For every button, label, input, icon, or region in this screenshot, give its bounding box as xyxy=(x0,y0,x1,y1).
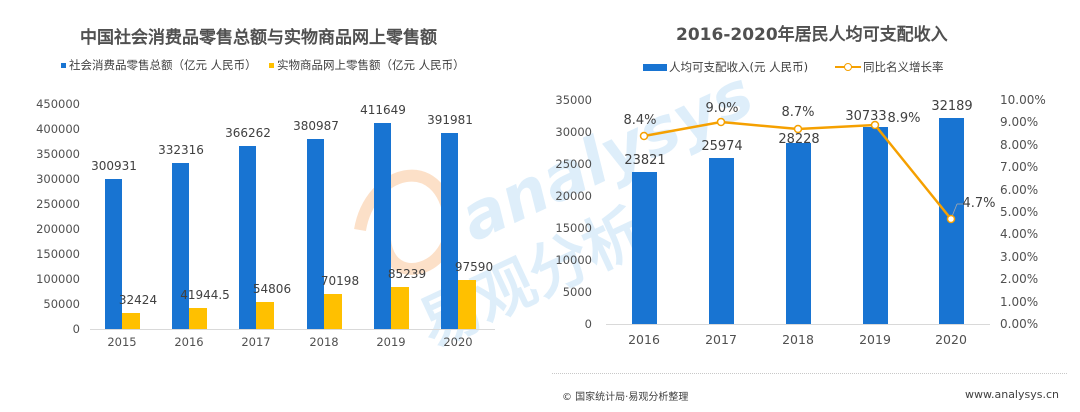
left-legend-item-online: 实物商品网上零售额（亿元 人民币） xyxy=(269,57,465,73)
y-tick-left: 20000 xyxy=(555,189,592,203)
right-legend-item-income: 人均可支配收入(元 人民币) xyxy=(643,59,808,75)
bar-online-2015 xyxy=(122,313,140,329)
value-label-growth: 8.9% xyxy=(887,111,921,126)
bar-total-2019 xyxy=(374,123,391,329)
value-label-total: 332316 xyxy=(158,143,204,157)
value-label-total: 391981 xyxy=(427,113,473,127)
value-label-online: 85239 xyxy=(387,267,427,281)
x-tick: 2017 xyxy=(241,335,271,349)
y-tick-right: 10.00% xyxy=(1000,93,1046,107)
value-label-total: 300931 xyxy=(91,159,137,173)
bar-income-2018 xyxy=(786,143,811,324)
y-tick: 400000 xyxy=(36,122,80,136)
value-label-online: 97590 xyxy=(454,260,494,274)
legend-swatch-blue-icon xyxy=(61,62,66,68)
x-tick: 2015 xyxy=(107,335,137,349)
y-tick-left: 15000 xyxy=(555,221,592,235)
right-chart-title: 2016-2020年居民人均可支配收入 xyxy=(676,25,948,45)
y-tick-left: 5000 xyxy=(562,285,592,299)
y-tick-right: 1.00% xyxy=(1000,295,1039,309)
x-tick: 2019 xyxy=(376,335,406,349)
y-tick-left: 25000 xyxy=(555,157,592,171)
value-label-income: 23821 xyxy=(624,153,666,168)
y-tick: 150000 xyxy=(36,247,80,261)
value-label-total: 366262 xyxy=(225,126,271,140)
value-label-online: 32424 xyxy=(118,293,158,307)
value-label-online: 54806 xyxy=(252,282,292,296)
bar-online-2016 xyxy=(189,308,207,329)
value-label-total: 380987 xyxy=(293,119,339,133)
value-label-online: 41944.5 xyxy=(180,288,230,302)
bar-total-2015 xyxy=(105,179,122,329)
bar-online-2018 xyxy=(324,294,342,329)
left-chart-title: 中国社会消费品零售总额与实物商品网上零售额 xyxy=(80,28,437,48)
y-tick-right: 6.00% xyxy=(1000,183,1039,197)
x-axis-line xyxy=(606,324,990,325)
legend-label: 同比名义增长率 xyxy=(863,60,944,74)
legend-swatch-blue-icon xyxy=(643,63,667,71)
value-label-income: 30733 xyxy=(845,109,887,124)
y-tick: 250000 xyxy=(36,197,80,211)
y-tick-right: 5.00% xyxy=(1000,205,1039,219)
bar-income-2019 xyxy=(863,127,888,324)
y-tick-left: 10000 xyxy=(555,253,592,267)
bar-total-2020 xyxy=(441,133,458,329)
y-tick: 300000 xyxy=(36,172,80,186)
x-tick: 2016 xyxy=(174,335,204,349)
value-label-online: 70198 xyxy=(320,274,360,288)
right-legend-item-growth: 同比名义增长率 xyxy=(835,59,944,75)
x-tick: 2020 xyxy=(443,335,473,349)
x-tick: 2019 xyxy=(859,332,891,347)
value-label-growth: 9.0% xyxy=(705,101,739,116)
legend-label: 社会消费品零售总额（亿元 人民币） xyxy=(69,58,257,72)
value-label-income: 28228 xyxy=(778,132,820,147)
bar-online-2020 xyxy=(458,280,476,329)
y-tick-right: 7.00% xyxy=(1000,160,1039,174)
bar-income-2016 xyxy=(632,172,657,324)
y-tick: 200000 xyxy=(36,222,80,236)
y-tick-left: 0 xyxy=(584,317,592,331)
left-legend-item-total: 社会消费品零售总额（亿元 人民币） xyxy=(61,57,257,73)
legend-label: 实物商品网上零售额（亿元 人民币） xyxy=(277,58,465,72)
y-tick: 450000 xyxy=(36,97,80,111)
value-label-growth: 8.4% xyxy=(623,113,657,128)
y-tick: 350000 xyxy=(36,147,80,161)
value-label-growth: 4.7% xyxy=(962,196,996,211)
y-tick-right: 4.00% xyxy=(1000,227,1039,241)
bar-total-2018 xyxy=(307,139,324,329)
bar-online-2017 xyxy=(256,302,274,329)
value-label-growth: 8.7% xyxy=(781,105,815,120)
y-tick: 0 xyxy=(72,322,80,336)
x-tick: 2018 xyxy=(782,332,814,347)
legend-line-marker-icon xyxy=(835,62,861,72)
y-tick-right: 3.00% xyxy=(1000,250,1039,264)
y-tick-right: 2.00% xyxy=(1000,272,1039,286)
x-axis-line xyxy=(90,329,495,330)
y-tick: 50000 xyxy=(43,297,80,311)
x-tick: 2020 xyxy=(935,332,967,347)
bar-online-2019 xyxy=(391,287,409,329)
value-label-income: 25974 xyxy=(701,139,743,154)
y-tick-right: 0.00% xyxy=(1000,317,1039,331)
x-tick: 2017 xyxy=(705,332,737,347)
legend-label: 人均可支配收入(元 人民币) xyxy=(669,60,809,74)
legend-swatch-yellow-icon xyxy=(269,62,274,68)
bar-total-2017 xyxy=(239,146,256,329)
value-label-income: 32189 xyxy=(931,99,973,114)
footer-divider xyxy=(552,373,1067,374)
y-tick: 100000 xyxy=(36,272,80,286)
bar-income-2017 xyxy=(709,158,734,324)
x-tick: 2018 xyxy=(309,335,339,349)
y-tick-left: 30000 xyxy=(555,125,592,139)
y-tick-right: 9.00% xyxy=(1000,115,1039,129)
y-tick-left: 35000 xyxy=(555,93,592,107)
x-tick: 2016 xyxy=(628,332,660,347)
value-label-total: 411649 xyxy=(360,103,406,117)
bar-total-2016 xyxy=(172,163,189,329)
footer-source: © 国家统计局·易观分析整理 xyxy=(562,392,689,403)
y-tick-right: 8.00% xyxy=(1000,138,1039,152)
footer-website: www.analysys.cn xyxy=(965,388,1059,401)
